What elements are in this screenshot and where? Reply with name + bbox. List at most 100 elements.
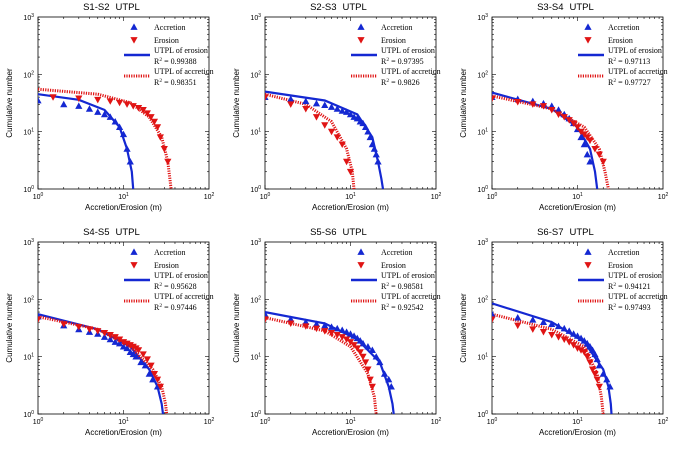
erosion-point: [265, 94, 269, 101]
accretion-point: [368, 140, 376, 148]
y-tick-label: 102: [477, 295, 488, 304]
chart-title-suffix: UTPL: [570, 227, 594, 238]
accretion-point: [106, 113, 114, 120]
x-tick-label: 102: [658, 417, 669, 426]
erosion-point: [100, 329, 109, 337]
accretion-point: [115, 123, 124, 131]
legend-erosion-label: Erosion: [154, 261, 179, 270]
erosion-point: [302, 105, 310, 113]
erosion-point: [342, 158, 351, 166]
accretion-point: [372, 353, 380, 360]
erosion-point: [588, 366, 597, 373]
panel-s6-s7: 100 101 102 100 101 102 103 Accretion/Erosion (…: [459, 227, 669, 437]
accretion-point: [554, 106, 563, 113]
erosion-point: [577, 347, 585, 354]
accretion-point: [376, 358, 384, 366]
erosion-point: [364, 366, 372, 373]
y-tick-label: 100: [23, 410, 34, 419]
erosion-point: [346, 168, 355, 176]
chart-title-suffix: UTPL: [116, 227, 140, 238]
accretion-point: [385, 375, 393, 383]
y-tick-label: 101: [250, 128, 261, 137]
erosion-point: [569, 342, 578, 349]
utpl-erosion-curve: [38, 93, 135, 189]
erosion-point: [139, 351, 147, 358]
legend-utpl-erosion-label: UTPL of erosion: [608, 271, 662, 280]
utpl-erosion-curve: [265, 90, 385, 189]
erosion-point: [123, 101, 131, 108]
erosion-point: [539, 329, 548, 336]
erosion-point: [560, 336, 568, 344]
utpl-erosion-curve: [492, 302, 613, 414]
accretion-point: [580, 140, 588, 148]
accretion-point: [514, 314, 522, 321]
erosion-point: [156, 134, 164, 141]
erosion-point: [529, 101, 537, 108]
erosion-point: [366, 376, 374, 384]
y-tick-label: 101: [250, 353, 261, 362]
legend-accretion-marker: [357, 23, 365, 30]
y-tick-label: 100: [477, 185, 488, 194]
accretion-point: [338, 107, 346, 114]
erosion-point: [287, 320, 295, 328]
accretion-point: [123, 344, 131, 352]
erosion-point: [38, 316, 42, 323]
y-tick-label: 101: [23, 128, 34, 137]
legend-utpl-erosion-label: UTPL of erosion: [154, 271, 208, 280]
x-axis-label: Accretion/Erosion (m): [312, 428, 389, 437]
erosion-point: [492, 95, 496, 103]
y-tick-label: 100: [477, 410, 488, 419]
accretion-point: [346, 110, 355, 118]
erosion-point: [565, 339, 573, 346]
erosion-point: [143, 110, 151, 117]
panel-s5-s6: 100 101 102 100 101 102 103 Accretion/Erosion (…: [232, 227, 442, 437]
accretion-point: [287, 315, 295, 323]
erosion-point: [560, 114, 568, 121]
accretion-point: [312, 320, 321, 327]
erosion-point: [302, 323, 310, 330]
erosion-point: [338, 334, 346, 341]
erosion-point: [591, 146, 599, 153]
erosion-point: [134, 104, 143, 112]
y-tick-label: 100: [250, 410, 261, 419]
utpl-accretion-curve: [492, 312, 605, 414]
legend-utpl-accretion-label: UTPL of accretion: [608, 292, 668, 301]
chart-title: S5-S6: [310, 227, 336, 238]
accretion-point: [580, 337, 588, 344]
x-tick-label: 100: [260, 417, 271, 426]
legend-erosion-label: Erosion: [608, 261, 633, 270]
legend-utpl-erosion-label: UTPL of erosion: [608, 46, 662, 55]
x-tick-label: 102: [658, 192, 669, 201]
erosion-point: [353, 345, 361, 352]
erosion-point: [529, 326, 537, 333]
legend-accretion-marker: [584, 248, 592, 255]
accretion-point: [548, 320, 556, 327]
erosion-point: [287, 101, 295, 108]
y-tick-label: 102: [250, 70, 261, 79]
y-tick-label: 103: [23, 13, 34, 22]
erosion-point: [350, 342, 358, 349]
accretion-point: [539, 318, 548, 326]
y-axis-label: Cumulative number: [232, 293, 241, 363]
legend-accretion-marker: [130, 248, 138, 255]
legend-erosion-marker: [130, 262, 138, 269]
legend-utpl-accretion-label: UTPL of accretion: [154, 67, 214, 76]
accretion-point: [529, 316, 537, 323]
accretion-point: [366, 133, 374, 141]
legend-erosion-label: Erosion: [381, 36, 406, 45]
legend-utpl-erosion-label: UTPL of erosion: [381, 271, 435, 280]
erosion-point: [361, 359, 370, 366]
x-tick-label: 101: [118, 417, 129, 426]
legend-erosion-marker: [584, 37, 592, 44]
accretion-point: [591, 350, 599, 358]
erosion-point: [548, 106, 556, 114]
legend-erosion-label: Erosion: [154, 36, 179, 45]
erosion-point: [368, 383, 376, 391]
legend-accretion-label: Accretion: [154, 23, 186, 32]
accretion-point: [603, 375, 611, 383]
y-tick-label: 102: [23, 70, 34, 79]
accretion-point: [338, 326, 346, 334]
x-tick-label: 100: [487, 417, 498, 426]
